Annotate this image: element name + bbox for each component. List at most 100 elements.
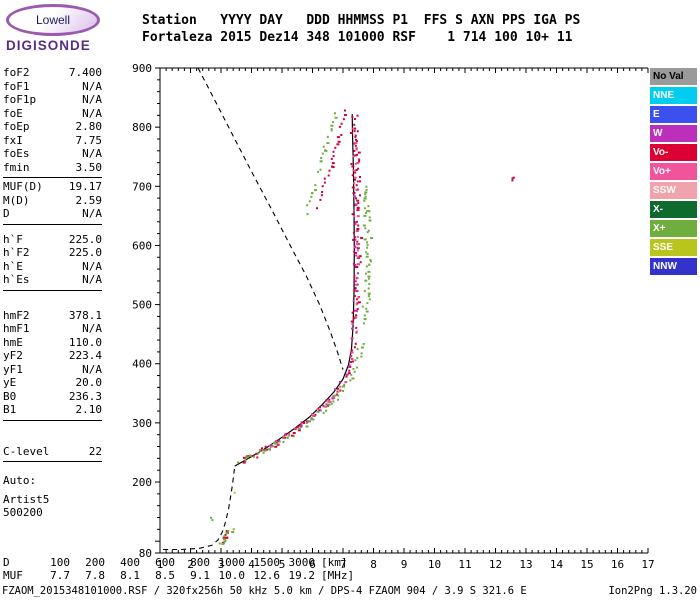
param-separator <box>3 461 102 462</box>
param-value: 3.50 <box>75 160 103 174</box>
svg-text:900: 900 <box>132 62 152 75</box>
dmuf-table: D 100 200 400 600 800 1000 1500 3000 [km] MUF 7.7 7.… <box>3 556 354 582</box>
svg-text:10: 10 <box>428 558 441 571</box>
svg-text:6: 6 <box>309 558 316 571</box>
parameter-panel: foF2 7.400 foF1 N/A foF1p N/A foE N/A foEp 2.80 fx… <box>3 66 102 520</box>
stray-sse <box>233 491 236 494</box>
param-label: foF1 <box>3 79 30 93</box>
param-value: N/A <box>82 273 102 286</box>
stray-xplus <box>210 516 214 522</box>
param-row-h-e: h`E N/A <box>3 260 102 274</box>
svg-text:200: 200 <box>132 476 152 489</box>
param-label: MUF(D) <box>3 180 43 193</box>
param-row-hme: hmE 110.0 <box>3 336 102 350</box>
x-mode-echo <box>237 343 365 464</box>
param-label: foE <box>3 106 23 120</box>
param-label: fxI <box>3 133 23 147</box>
svg-text:12: 12 <box>489 558 502 571</box>
muf-value: 10.0 <box>218 569 246 582</box>
param-label: hmF2 <box>3 308 30 322</box>
logo-digisonde-text: DIGISONDE <box>6 38 91 53</box>
param-label: B0 <box>3 389 17 403</box>
svg-text:400: 400 <box>132 358 152 371</box>
header-fields-line: Station YYYY DAY DDD HHMMSS P1 FFS S AXN… <box>142 13 581 28</box>
param-label: yE <box>3 376 17 389</box>
param-label: foEs <box>3 147 30 160</box>
param-value: 2.59 <box>75 193 103 207</box>
param-value: N/A <box>82 322 102 335</box>
param-label: fmin <box>3 160 30 174</box>
header-values-line: Fortaleza 2015 Dez14 348 101000 RSF 1 71… <box>142 30 573 45</box>
o-mode-w-mix <box>269 195 359 447</box>
param-separator <box>3 177 102 178</box>
fitted-trace-solid <box>234 114 355 467</box>
param-value: 20.0 <box>75 376 103 389</box>
param-value: N/A <box>82 362 102 376</box>
param-row-foe: foE N/A <box>3 107 102 121</box>
param-label: h`F2 <box>3 246 30 259</box>
param-row-d: D N/A <box>3 207 102 221</box>
d-value: 1000 <box>218 556 246 569</box>
svg-text:600: 600 <box>132 239 152 252</box>
d-row: D 100 200 400 600 800 1000 1500 3000 [km] <box>3 556 354 569</box>
d-value: 800 <box>190 556 210 569</box>
d-value: 200 <box>85 556 105 569</box>
param-value: N/A <box>82 207 102 220</box>
param-group-1: MUF(D) 19.17 M(D) 2.59 D N/A <box>3 180 102 221</box>
param-label: h`E <box>3 259 23 273</box>
lowell-logo-oval: Lowell <box>6 4 100 36</box>
svg-text:16: 16 <box>611 558 624 571</box>
svg-text:80: 80 <box>139 547 152 560</box>
svg-text:1: 1 <box>157 558 164 571</box>
svg-text:15: 15 <box>580 558 593 571</box>
param-value: N/A <box>82 147 102 160</box>
svg-text:7: 7 <box>340 558 347 571</box>
legend-item-x: X+ <box>650 220 697 237</box>
o-mode-echo <box>242 342 357 464</box>
param-label: foEp <box>3 120 30 133</box>
d-value: 1500 <box>253 556 281 569</box>
d-label: D <box>3 556 10 569</box>
auto-line-artist5: Artist5 <box>3 492 50 506</box>
param-value: 2.80 <box>75 120 103 133</box>
param-value: 2.10 <box>75 403 103 416</box>
auto-line-500200: 500200 <box>3 506 43 519</box>
param-label: D <box>3 207 10 220</box>
topside-profile-dashed <box>197 67 344 370</box>
svg-text:2: 2 <box>187 558 194 571</box>
legend-item-nnw: NNW <box>650 258 697 275</box>
param-value: 7.75 <box>75 133 103 147</box>
param-group-3: hmF2 378.1 hmF1 N/A hmE 110.0 yF2 223.4 yF1 N/A yE… <box>3 309 102 417</box>
param-label: C-level <box>3 444 50 458</box>
axis-labels: 1 2 3 4 5 6 7 8 9 10 11 12 13 14 15 16 17900800700600500… <box>132 62 655 571</box>
param-value: 22 <box>88 444 102 458</box>
x-mode-spread <box>361 185 374 325</box>
param-separator <box>3 223 102 225</box>
second-hop-o <box>316 109 347 210</box>
param-row-foes: foEs N/A <box>3 147 102 161</box>
param-label: yF2 <box>3 349 23 362</box>
svg-text:500: 500 <box>132 299 152 312</box>
trace-group <box>163 67 515 551</box>
e-region-x <box>218 528 235 545</box>
svg-text:14: 14 <box>550 558 564 571</box>
muf-value: 8.1 <box>120 569 140 582</box>
legend-item-e: E <box>650 106 697 123</box>
param-value: 223.4 <box>68 349 102 362</box>
autoscaling-block: Auto: Artist5 500200 <box>3 474 102 520</box>
svg-text:700: 700 <box>132 180 152 193</box>
param-separator <box>3 289 102 291</box>
auto-line-auto: Auto: <box>3 474 37 487</box>
d-value: 100 <box>50 556 70 569</box>
param-value: N/A <box>82 93 102 106</box>
param-value: N/A <box>82 79 102 93</box>
param-value: 225.0 <box>68 232 102 246</box>
param-value: 19.17 <box>68 180 102 193</box>
param-row-b0: B0 236.3 <box>3 390 102 404</box>
param-row-fxi: fxI 7.75 <box>3 134 102 148</box>
param-label: h`Es <box>3 273 30 286</box>
o-mode-pink-mix <box>263 127 360 452</box>
isolated-echo <box>511 176 515 182</box>
param-row-h-f: h`F 225.0 <box>3 233 102 247</box>
